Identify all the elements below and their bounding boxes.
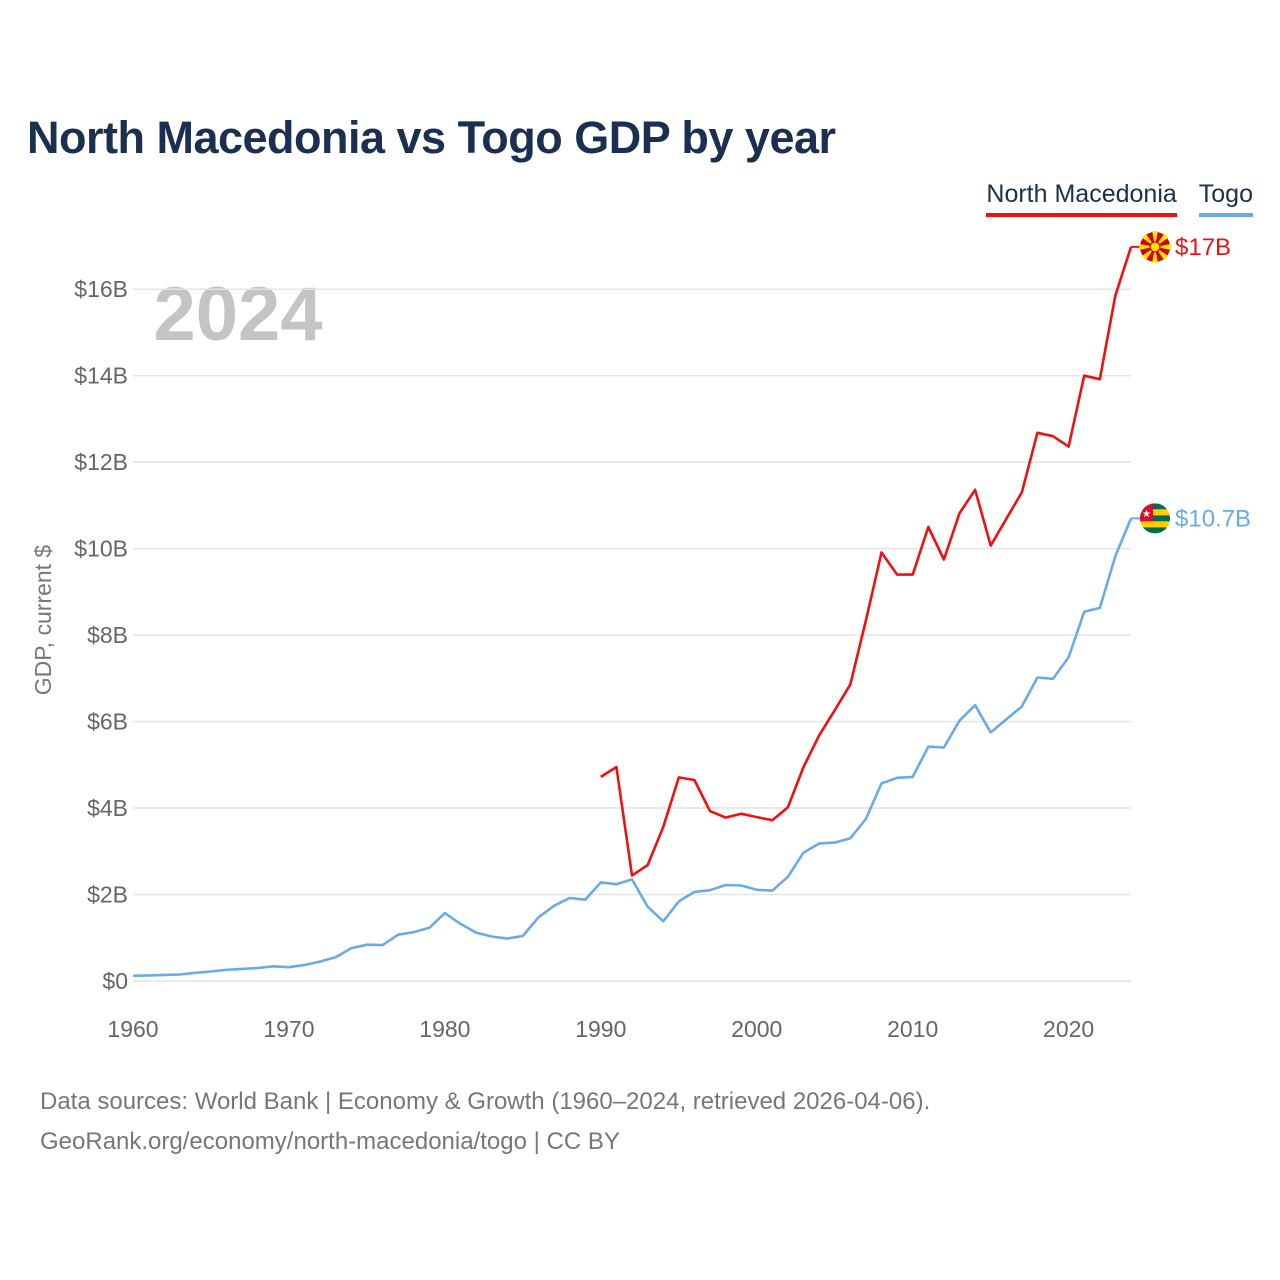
year-watermark: 2024 bbox=[153, 272, 322, 357]
y-tick-label: $4B bbox=[87, 795, 128, 821]
north-macedonia-flag-icon bbox=[1139, 231, 1171, 263]
x-tick-label: 2020 bbox=[1043, 1016, 1094, 1042]
togo-flag-icon: ★ bbox=[1140, 503, 1170, 534]
y-axis-label: GDP, current $ bbox=[30, 545, 56, 696]
series-end-label: $17B bbox=[1175, 234, 1231, 261]
x-tick-label: 1980 bbox=[419, 1016, 470, 1042]
y-tick-label: $8B bbox=[87, 622, 128, 648]
gdp-line-chart: 2024 $0 $2B $4B $6B $8B $10B $12B $14B $16B 1960… bbox=[30, 231, 1251, 1042]
series-line-togo bbox=[132, 517, 1133, 978]
series-lines bbox=[132, 246, 1133, 978]
svg-text:★: ★ bbox=[1142, 509, 1151, 520]
y-tick-label: $16B bbox=[74, 276, 128, 302]
gridlines bbox=[133, 288, 1131, 982]
x-axis-ticks: 1960 1970 1980 1990 2000 2010 2020 bbox=[107, 1016, 1094, 1042]
y-tick-label: $2B bbox=[87, 882, 128, 908]
footer: Data sources: World Bank | Economy & Gro… bbox=[40, 1082, 930, 1162]
x-tick-label: 2010 bbox=[887, 1016, 938, 1042]
series-end-markers: $17B ★ $10.7B bbox=[1131, 231, 1251, 534]
series-end-label: $10.7B bbox=[1175, 505, 1251, 532]
legend-item-togo[interactable]: Togo bbox=[1198, 180, 1253, 217]
legend-item-north-macedonia[interactable]: North Macedonia bbox=[986, 180, 1177, 217]
x-tick-label: 2000 bbox=[731, 1016, 782, 1042]
y-tick-label: $0 bbox=[102, 968, 128, 994]
x-tick-label: 1990 bbox=[575, 1016, 626, 1042]
y-tick-label: $14B bbox=[74, 363, 128, 389]
y-tick-label: $6B bbox=[87, 709, 128, 735]
y-axis-ticks: $0 $2B $4B $6B $8B $10B $12B $14B $16B bbox=[74, 276, 128, 994]
legend: North Macedonia Togo bbox=[986, 180, 1253, 217]
x-tick-label: 1960 bbox=[107, 1016, 158, 1042]
y-tick-label: $10B bbox=[74, 536, 128, 562]
chart-title: North Macedonia vs Togo GDP by year bbox=[27, 112, 836, 163]
x-tick-label: 1970 bbox=[263, 1016, 314, 1042]
data-source-note: Data sources: World Bank | Economy & Gro… bbox=[40, 1088, 931, 1115]
y-tick-label: $12B bbox=[74, 449, 128, 475]
series-line-north-macedonia bbox=[600, 246, 1133, 877]
source-url[interactable]: GeoRank.org/economy/north-macedonia/togo… bbox=[40, 1128, 620, 1155]
